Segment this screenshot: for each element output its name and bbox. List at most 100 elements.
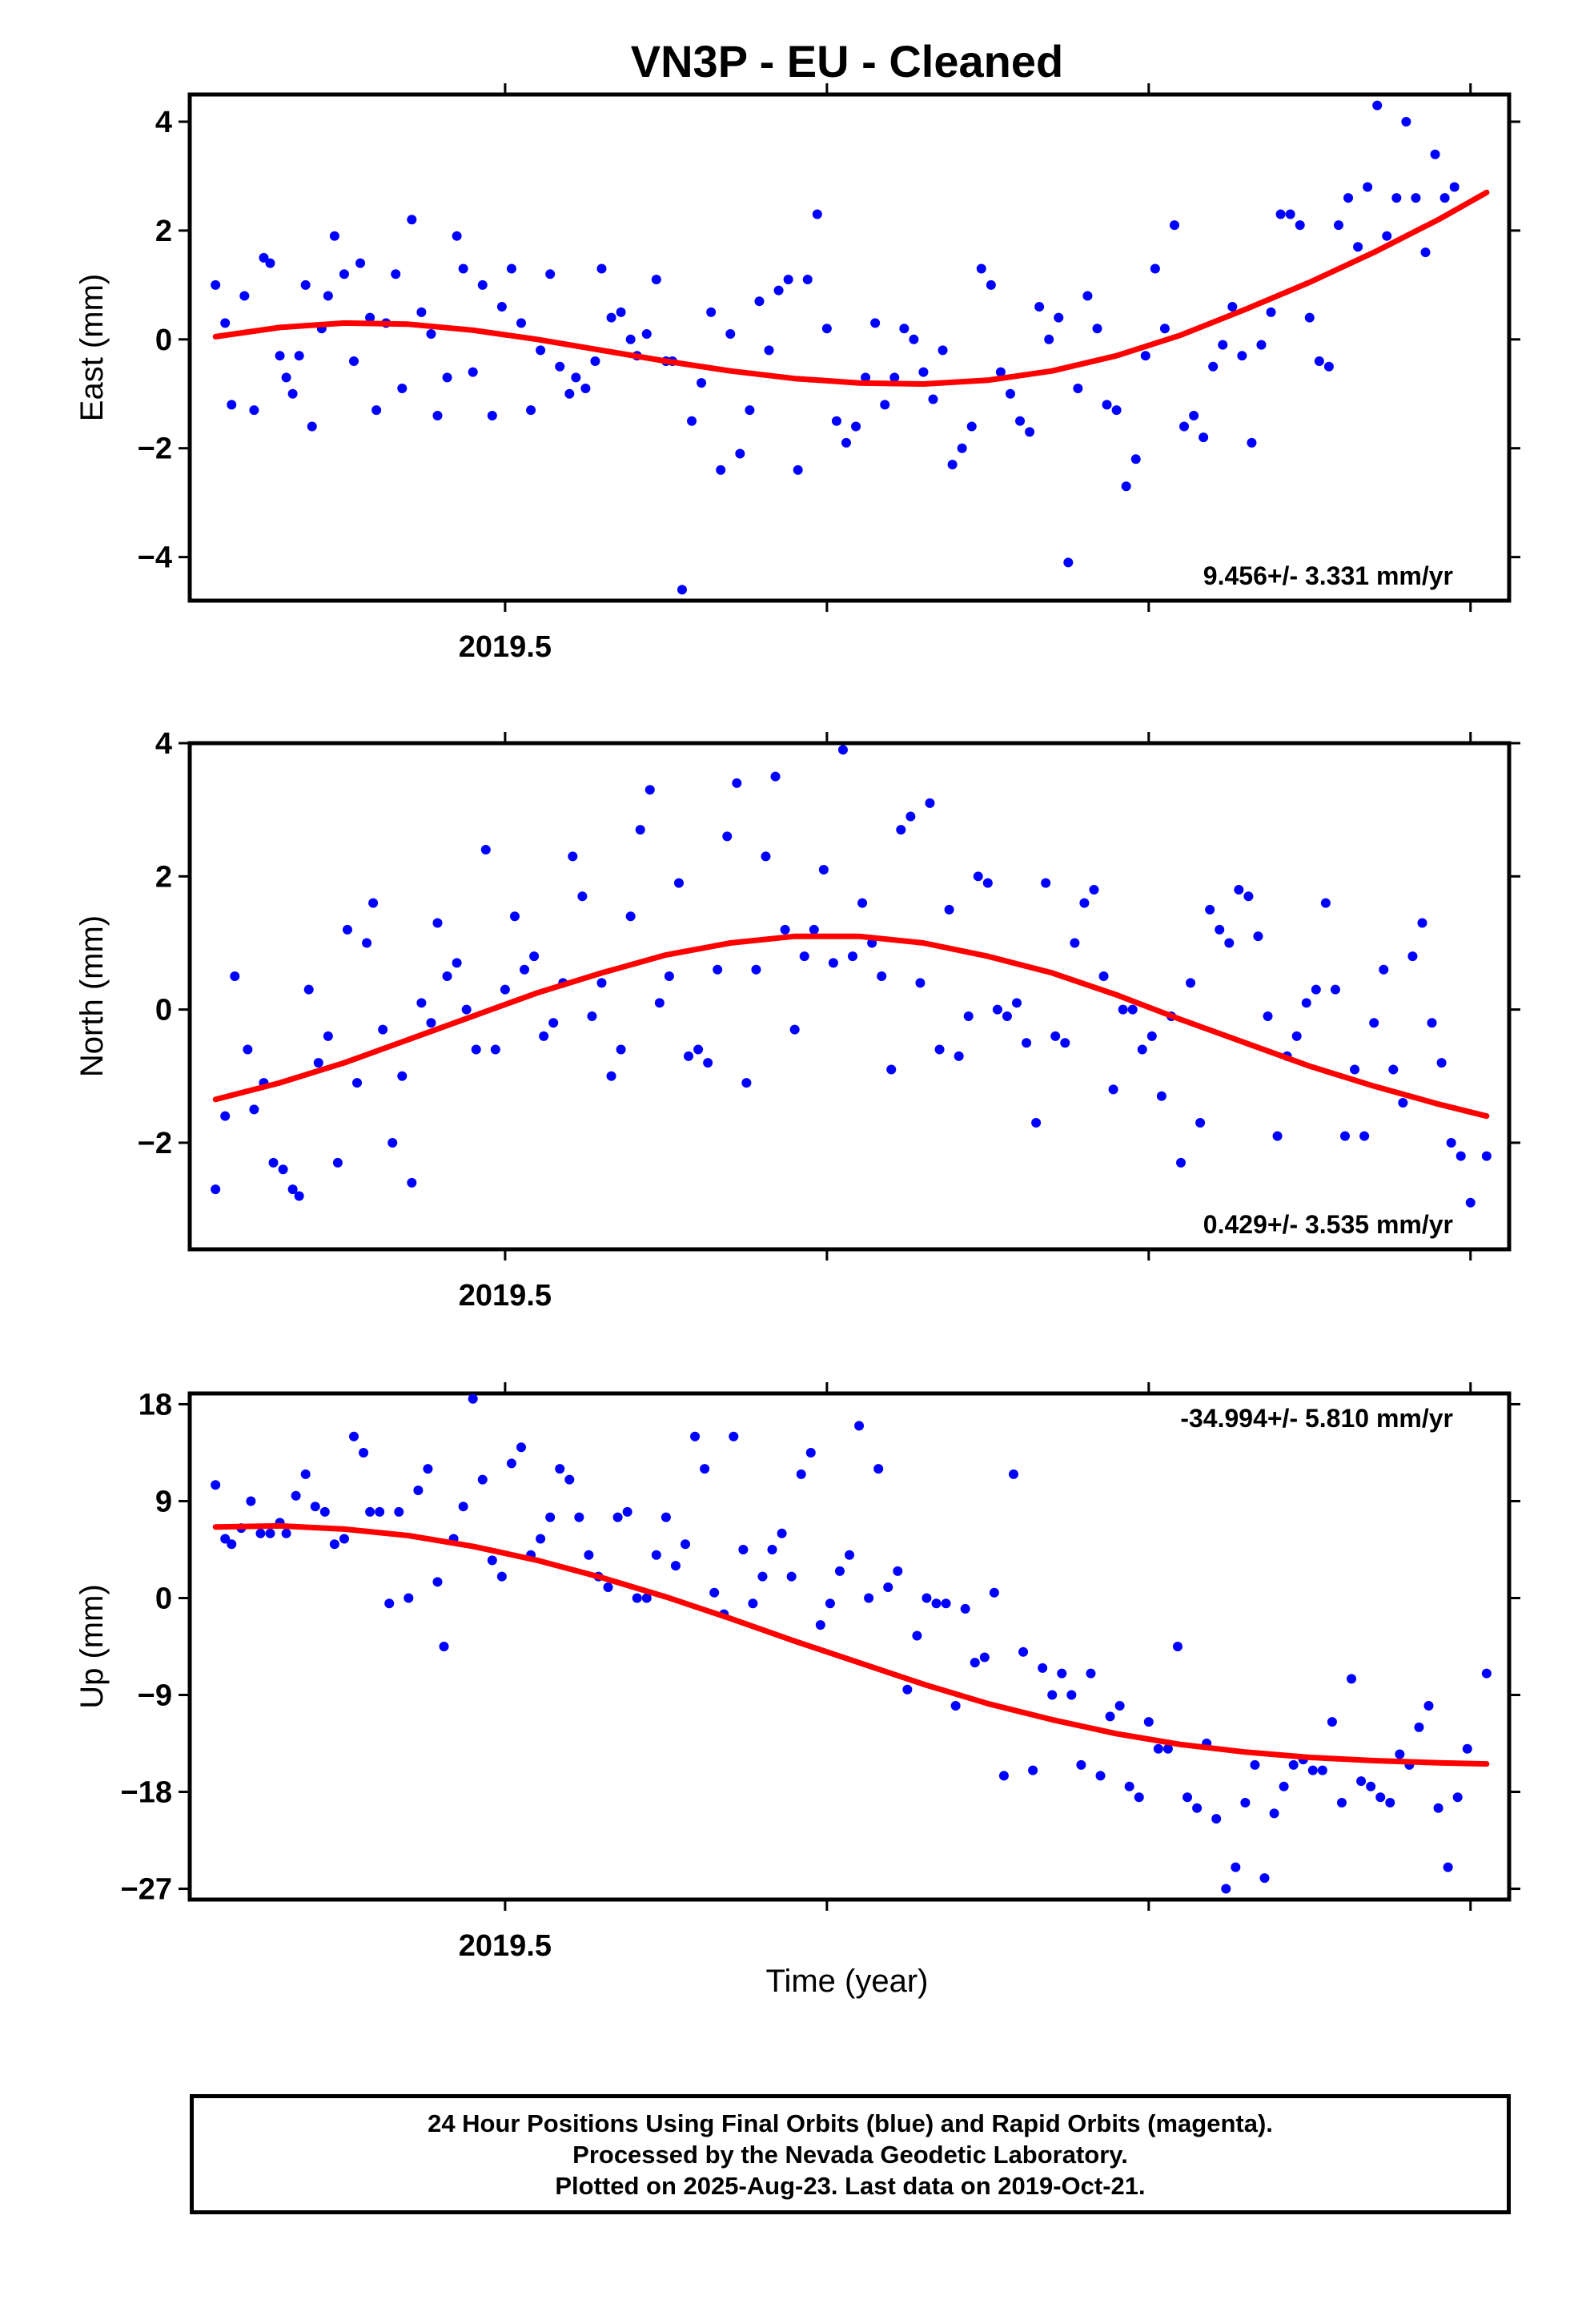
east-data-point	[802, 275, 813, 285]
north-data-point	[1041, 878, 1051, 888]
north-data-point	[770, 771, 781, 782]
up-ytick-label: −18	[121, 1776, 172, 1810]
up-data-point	[1443, 1862, 1453, 1872]
north-data-point	[732, 778, 742, 788]
up-data-point	[941, 1598, 951, 1609]
east-data-point	[1189, 410, 1199, 420]
north-data-point	[973, 871, 983, 882]
north-data-point	[352, 1078, 363, 1088]
north-data-point	[837, 745, 848, 755]
east-data-point	[851, 421, 861, 432]
east-data-point	[1472, 0, 1482, 5]
north-data-point	[596, 978, 607, 988]
north-data-point	[520, 964, 530, 975]
north-data-point	[287, 1184, 298, 1195]
east-data-point	[909, 334, 919, 344]
up-data-point	[1462, 1743, 1472, 1754]
north-data-point	[1398, 1098, 1408, 1108]
up-data-point	[834, 1566, 845, 1576]
east-data-point	[397, 383, 408, 393]
east-data-point	[355, 258, 366, 268]
north-ytick-label: 2	[155, 860, 172, 894]
north-data-point	[480, 845, 491, 855]
east-data-point	[432, 410, 443, 420]
east-xtick-label: 2019.5	[459, 630, 552, 664]
north-data-point	[568, 851, 578, 862]
east-data-point	[880, 400, 890, 410]
north-data-point	[954, 1051, 964, 1061]
north-data-point	[1481, 1151, 1492, 1161]
east-data-point	[477, 279, 488, 290]
east-data-point	[1482, 0, 1492, 5]
north-data-point	[1263, 1011, 1273, 1021]
north-data-point	[848, 951, 858, 962]
east-data-point	[831, 416, 841, 426]
footer-line-3: Plotted on 2025-Aug-23. Last data on 201…	[555, 2171, 1146, 2200]
north-data-point	[1022, 1038, 1032, 1048]
up-fit-curve	[212, 1522, 1490, 1767]
north-data-point	[1427, 1018, 1437, 1028]
up-data-point	[700, 1464, 710, 1474]
north-rate-label: 0.429+/- 3.535 mm/yr	[1203, 1210, 1453, 1239]
east-data-point	[348, 356, 359, 366]
east-data-point	[1208, 361, 1219, 372]
east-data-point	[966, 421, 977, 432]
north-data-point	[925, 798, 935, 808]
north-points	[211, 745, 1492, 1208]
east-data-point	[1460, 0, 1469, 5]
up-data-point	[979, 1652, 990, 1663]
east-data-point	[889, 372, 900, 383]
east-data-point	[211, 279, 221, 290]
east-data-point	[899, 324, 909, 334]
north-data-point	[1379, 964, 1389, 975]
north-data-point	[1215, 924, 1225, 935]
up-data-point	[931, 1598, 942, 1609]
east-data-point	[1363, 182, 1373, 192]
north-data-point	[1311, 984, 1321, 995]
up-xtick-label: 2019.5	[459, 1929, 552, 1963]
east-data-point	[1420, 247, 1431, 258]
east-data-point	[1034, 302, 1045, 312]
up-data-point	[873, 1464, 884, 1474]
up-data-point	[255, 1528, 266, 1538]
up-data-point	[960, 1603, 970, 1614]
up-data-point	[1395, 1749, 1405, 1759]
north-data-point	[313, 1058, 323, 1068]
east-data-point	[1295, 220, 1305, 231]
north-data-point	[905, 811, 916, 822]
north-data-point	[303, 984, 314, 995]
north-panel: −2 0 2 4 2019.5 North (mm) 0.429+/- 3.535 mm/y…	[74, 727, 1520, 1313]
north-data-point	[211, 1184, 221, 1195]
north-data-point	[243, 1044, 253, 1055]
up-data-point	[1250, 1759, 1260, 1770]
up-data-point	[1375, 1792, 1386, 1803]
east-data-point	[1130, 454, 1141, 464]
up-data-point	[1047, 1690, 1058, 1700]
north-data-point	[249, 1104, 259, 1115]
north-data-point	[1436, 1058, 1447, 1068]
up-data-point	[777, 1528, 787, 1538]
north-data-point	[1224, 938, 1235, 948]
east-data-point	[793, 464, 803, 475]
east-points	[211, 0, 1492, 595]
north-data-point	[886, 1064, 897, 1075]
up-data-point	[1211, 1814, 1222, 1824]
north-data-point	[452, 958, 462, 968]
up-ytick-label: −27	[121, 1873, 172, 1907]
east-data-point	[1092, 324, 1102, 334]
east-data-point	[458, 263, 468, 274]
north-data-point	[809, 924, 819, 935]
up-data-point	[1385, 1797, 1395, 1807]
north-data-point	[1205, 904, 1215, 915]
east-data-point	[1275, 209, 1286, 219]
east-data-point	[1025, 427, 1035, 437]
up-data-point	[319, 1506, 330, 1517]
east-data-point	[300, 279, 311, 290]
up-rate-label: -34.994+/- 5.810 mm/yr	[1180, 1404, 1453, 1433]
east-data-point	[1266, 307, 1276, 317]
east-data-point	[329, 231, 339, 241]
up-data-point	[805, 1447, 816, 1458]
north-data-point	[673, 878, 684, 888]
east-data-point	[220, 318, 231, 328]
